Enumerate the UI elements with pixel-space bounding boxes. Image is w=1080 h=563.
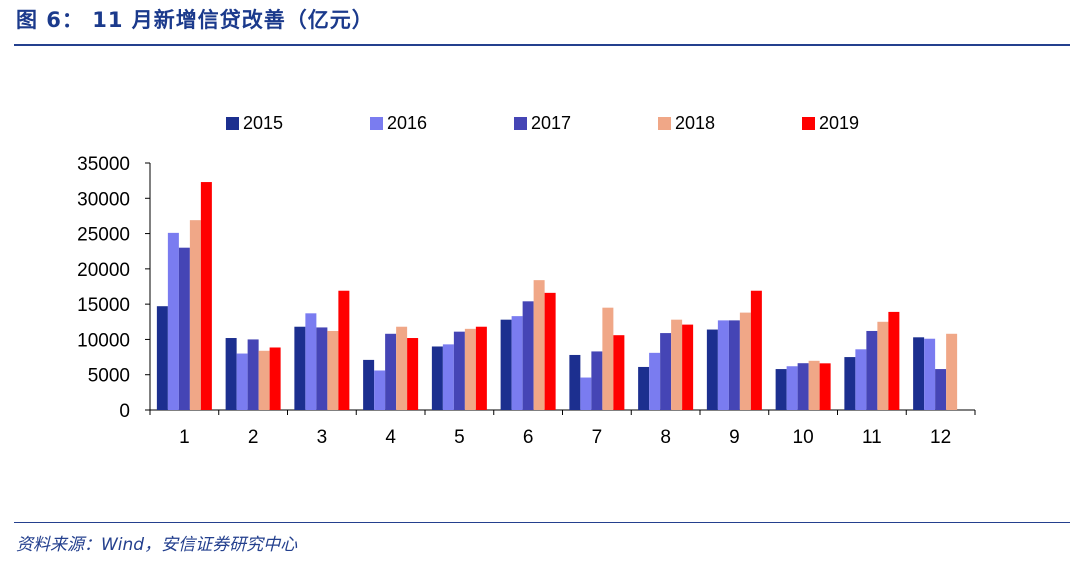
legend: 2015 2016 2017 2018 2019 [226, 113, 859, 133]
bar-2017-7 [591, 351, 603, 410]
bar-2019-2 [269, 347, 281, 410]
bar-2016-11 [855, 349, 867, 410]
bar-2017-3 [316, 327, 328, 410]
bar-2015-7 [569, 354, 581, 410]
bar-2017-5 [453, 331, 465, 410]
legend-swatch-2017 [514, 117, 527, 130]
bar-2016-1 [167, 232, 179, 410]
y-axis: 0 5000 10000 15000 20000 25000 30000 35000 [77, 154, 151, 422]
x-tick-label: 5 [454, 427, 465, 448]
bar-2018-9 [739, 312, 751, 410]
legend-label-2019: 2019 [819, 113, 859, 133]
bar-2017-6 [522, 301, 534, 410]
bar-2017-2 [247, 339, 259, 410]
x-tick-label: 2 [248, 427, 259, 448]
bar-2015-12 [913, 337, 925, 410]
bar-2016-9 [717, 320, 729, 410]
bar-2016-8 [649, 352, 661, 410]
bar-2018-1 [189, 220, 201, 410]
legend-swatch-2016 [370, 117, 383, 130]
bar-2015-10 [775, 369, 787, 410]
x-tick-label: 12 [930, 427, 951, 448]
bar-2015-2 [225, 338, 237, 410]
x-tick-label: 10 [793, 427, 814, 448]
bar-2019-3 [338, 290, 350, 410]
bar-2019-11 [888, 311, 900, 410]
bar-2018-6 [533, 280, 545, 410]
bar-2018-2 [258, 350, 270, 410]
bar-2016-12 [924, 338, 936, 410]
bar-2018-10 [808, 360, 820, 410]
x-tick-label: 7 [592, 427, 603, 448]
bar-2016-2 [236, 353, 248, 410]
bar-2016-5 [442, 344, 454, 410]
bar-2018-4 [396, 326, 408, 410]
y-tick-label: 5000 [88, 366, 130, 387]
bar-2018-8 [671, 319, 683, 410]
legend-label-2015: 2015 [243, 113, 283, 133]
bar-2019-5 [475, 326, 487, 410]
y-tick-label: 0 [119, 401, 130, 422]
bar-2017-8 [660, 333, 672, 410]
bar-2018-12 [946, 333, 958, 410]
bar-2017-11 [866, 330, 878, 410]
bar-2019-7 [613, 335, 625, 410]
bar-2016-7 [580, 377, 592, 410]
x-tick-label: 6 [523, 427, 534, 448]
bars [156, 182, 958, 410]
figure-title: 图 6： 11 月新增信贷改善（亿元） [16, 8, 374, 32]
bar-2017-9 [728, 320, 740, 410]
bar-2015-11 [844, 357, 856, 410]
legend-label-2018: 2018 [675, 113, 715, 133]
bar-2017-1 [178, 247, 190, 410]
x-tick-label: 8 [660, 427, 671, 448]
x-tick-label: 3 [317, 427, 328, 448]
bar-2018-3 [327, 330, 339, 410]
x-axis: 1 2 3 4 5 6 7 8 9 10 11 12 [149, 409, 976, 448]
bar-2017-12 [935, 369, 947, 410]
y-tick-label: 30000 [77, 189, 130, 210]
y-tick-label: 35000 [77, 154, 130, 175]
x-tick-label: 1 [179, 427, 190, 448]
bar-2019-6 [544, 292, 556, 410]
bar-2018-7 [602, 307, 614, 410]
bar-2015-5 [431, 346, 443, 410]
bar-2016-3 [305, 313, 317, 410]
legend-swatch-2018 [658, 117, 671, 130]
bar-2017-4 [385, 333, 397, 410]
x-tick-label: 11 [862, 427, 882, 448]
y-tick-label: 20000 [77, 260, 130, 281]
x-tick-label: 9 [729, 427, 740, 448]
bar-2015-1 [156, 306, 168, 410]
bottom-divider [14, 522, 1070, 523]
bar-2019-8 [682, 324, 694, 410]
bar-2018-5 [464, 328, 476, 410]
y-tick-label: 10000 [77, 330, 130, 351]
top-divider [14, 44, 1070, 46]
legend-swatch-2019 [802, 117, 815, 130]
x-tick-label: 4 [385, 427, 396, 448]
bar-2019-1 [200, 182, 212, 410]
title-bar: 图 6： 11 月新增信贷改善（亿元） [0, 0, 1080, 46]
bar-2017-10 [797, 363, 809, 410]
bar-2016-4 [374, 370, 386, 410]
legend-label-2017: 2017 [531, 113, 571, 133]
bar-2016-6 [511, 316, 523, 410]
bar-2019-4 [407, 338, 419, 410]
bar-2015-3 [294, 326, 306, 410]
legend-swatch-2015 [226, 117, 239, 130]
bar-2015-4 [363, 359, 375, 410]
bar-chart: 2015 2016 2017 2018 2019 0 5000 10000 15000 2000… [77, 113, 976, 448]
bar-2015-9 [706, 329, 718, 410]
source-note: 资料来源：Wind，安信证券研究中心 [16, 535, 298, 555]
bar-2018-11 [877, 321, 889, 410]
bar-2015-6 [500, 319, 512, 410]
bar-2019-9 [750, 290, 762, 410]
y-tick-label: 15000 [77, 295, 130, 316]
bar-2015-8 [638, 366, 650, 410]
legend-label-2016: 2016 [387, 113, 427, 133]
bar-2019-10 [819, 363, 831, 410]
bar-2016-10 [786, 366, 798, 410]
y-tick-label: 25000 [77, 225, 130, 246]
